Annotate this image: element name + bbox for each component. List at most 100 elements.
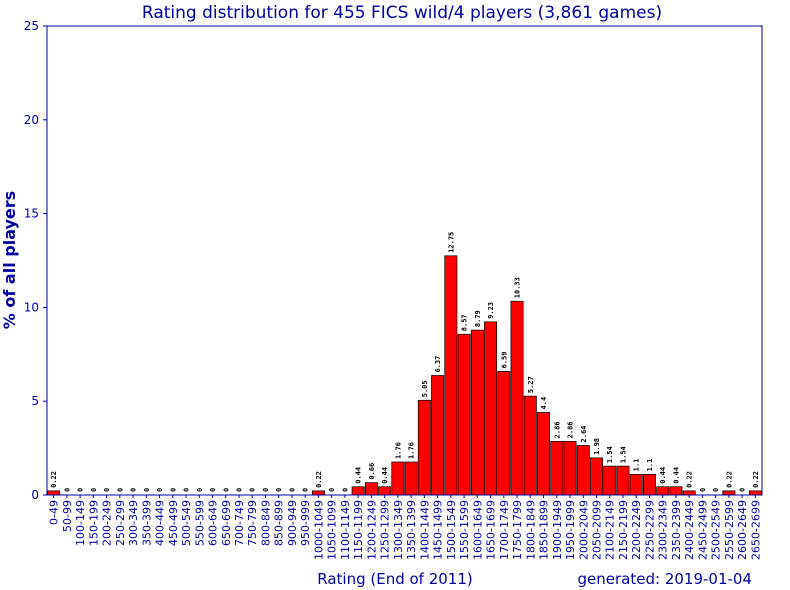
data-label: 6.59 <box>500 352 508 369</box>
bar <box>523 395 537 496</box>
x-tick-label: 1000-1049 <box>312 500 325 560</box>
chart-title: Rating distribution for 455 FICS wild/4 … <box>142 3 662 23</box>
data-label: 0.22 <box>315 471 323 488</box>
x-tick-label: 2500-2549 <box>710 500 723 560</box>
data-label: 8.57 <box>461 314 469 331</box>
bar <box>47 490 61 496</box>
data-label: 2.64 <box>580 426 588 443</box>
x-tick-label: 1550-1599 <box>458 500 471 560</box>
data-label: 1.98 <box>593 438 601 455</box>
y-axis: 0 5 10 15 20 25 <box>24 19 47 502</box>
x-tick-label: 1250-1299 <box>379 500 392 560</box>
data-label: 0.44 <box>672 467 680 484</box>
x-tick-label: 700-749 <box>233 500 246 546</box>
bar <box>616 465 630 496</box>
x-tick-label: 800-849 <box>259 500 272 546</box>
x-tick-label: 1600-1649 <box>471 500 484 560</box>
x-tick-label: 1800-1849 <box>524 500 537 560</box>
data-label: 0 <box>249 488 257 492</box>
x-tick-label: 200-249 <box>101 500 114 546</box>
y-tick-label: 5 <box>31 394 39 408</box>
y-tick-label: 25 <box>24 19 39 33</box>
x-axis-title: Rating (End of 2011) <box>317 570 473 588</box>
data-label: 0 <box>77 488 85 492</box>
bar <box>351 486 365 496</box>
x-tick-label: 1650-1699 <box>485 500 498 560</box>
x-tick-label: 1150-1199 <box>352 500 365 560</box>
bar <box>404 461 418 496</box>
bar <box>484 321 498 496</box>
data-label: 0.44 <box>381 467 389 484</box>
data-label: 1.54 <box>606 446 614 463</box>
x-tick-label: 2200-2249 <box>630 500 643 560</box>
data-label: 0.22 <box>752 471 760 488</box>
x-tick-label: 2150-2199 <box>617 500 630 560</box>
x-tick-label: 650-699 <box>220 500 233 546</box>
x-tick-label: 1450-1499 <box>432 500 445 560</box>
data-label: 5.27 <box>527 376 535 393</box>
bar <box>642 474 656 496</box>
x-tick-label: 500-549 <box>180 500 193 546</box>
plot-frame <box>46 25 763 496</box>
data-label: 0 <box>341 488 349 492</box>
data-label: 0 <box>739 488 747 492</box>
data-label: 1.76 <box>394 442 402 459</box>
data-label: 5.05 <box>421 380 429 397</box>
data-label: 0 <box>156 488 164 492</box>
x-tick-label: 400-449 <box>154 500 167 546</box>
data-label: 1.76 <box>408 442 416 459</box>
x-tick-label: 2550-2599 <box>723 500 736 560</box>
x-tick-label: 450-499 <box>167 500 180 546</box>
data-label: 0 <box>130 488 138 492</box>
bar <box>669 486 683 496</box>
x-tick-label: 1350-1399 <box>405 500 418 560</box>
data-label: 10.33 <box>514 277 522 298</box>
x-tick-label: 2600-2649 <box>736 500 749 560</box>
bar <box>748 490 762 496</box>
data-label: 0 <box>90 488 98 492</box>
x-tick-label: 2650-2699 <box>749 500 762 560</box>
bar <box>470 329 484 496</box>
data-label: 0 <box>116 488 124 492</box>
data-labels-group: 0.22 0 0 0 0 0 0 0 0 0 0 0 0 0 0 0 0 0 0 0 0.22 0 0 0.44 0.66 0.4… <box>50 232 760 492</box>
bar <box>603 465 617 496</box>
data-label: 0 <box>183 488 191 492</box>
x-tick-label: 150-199 <box>87 500 100 546</box>
x-tick-label: 550-599 <box>193 500 206 546</box>
data-label: 0 <box>235 488 243 492</box>
data-label: 0 <box>222 488 230 492</box>
bars-group <box>47 255 762 496</box>
x-tick-label: 2100-2149 <box>604 500 617 560</box>
bar <box>576 445 590 496</box>
data-label: 0 <box>262 488 270 492</box>
data-label: 0 <box>103 488 111 492</box>
y-tick-label: 20 <box>24 113 39 127</box>
x-tick-label: 2350-2399 <box>670 500 683 560</box>
data-label: 1.54 <box>619 446 627 463</box>
bar <box>656 486 670 496</box>
bar <box>629 474 643 496</box>
bar <box>364 482 378 496</box>
data-label: 0 <box>302 488 310 492</box>
bar <box>497 371 511 496</box>
bar <box>550 440 564 496</box>
data-label: 0.22 <box>725 471 733 488</box>
y-tick-label: 0 <box>31 488 39 502</box>
x-tick-label: 1850-1899 <box>538 500 551 560</box>
data-label: 0.44 <box>355 467 363 484</box>
data-label: 0.22 <box>50 471 58 488</box>
x-tick-label: 950-999 <box>299 500 312 546</box>
x-tick-label: 1050-1099 <box>326 500 339 560</box>
data-label: 0.44 <box>659 467 667 484</box>
bar <box>563 440 577 496</box>
x-axis: 0-49 50-99 100-149 150-199 200-249 250-299 300… <box>48 495 762 560</box>
bar <box>378 486 392 496</box>
x-tick-label: 2400-2449 <box>683 500 696 560</box>
bar <box>417 399 431 496</box>
generated-date: generated: 2019-01-04 <box>578 570 752 588</box>
data-label: 0 <box>209 488 217 492</box>
data-label: 0 <box>328 488 336 492</box>
data-label: 0.66 <box>368 463 376 480</box>
data-label: 6.37 <box>434 356 442 373</box>
data-label: 2.86 <box>553 421 561 438</box>
